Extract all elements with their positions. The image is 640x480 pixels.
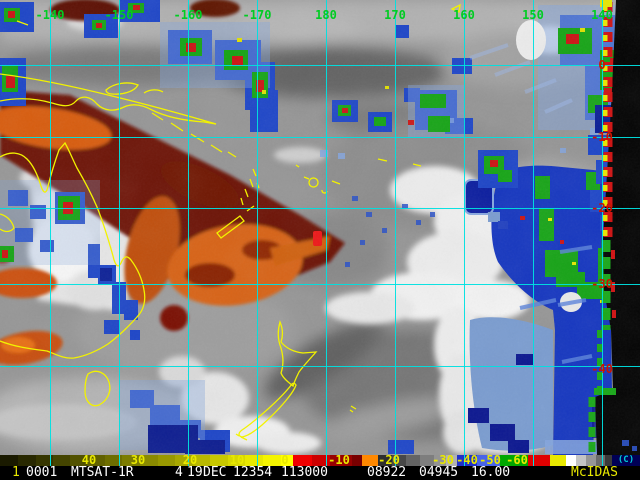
colorbar-segment bbox=[228, 455, 245, 466]
colorbar-segment bbox=[596, 455, 605, 466]
colorbar-segment bbox=[586, 455, 596, 466]
status-bar: 1 0001 MTSAT-1R 4 19 DEC 12354 113000 08922 04945… bbox=[0, 466, 640, 480]
colorbar-temperature-label: -20 bbox=[378, 453, 400, 467]
colorbar-grid-tick bbox=[257, 455, 258, 466]
colorbar-segment bbox=[263, 455, 281, 466]
colorbar-segment bbox=[378, 455, 392, 466]
coast-png-south bbox=[0, 96, 217, 125]
colorbar-segment bbox=[457, 455, 477, 466]
status-token: 19 bbox=[187, 465, 203, 480]
colorbar-grid-tick bbox=[50, 455, 51, 466]
status-token: 08922 bbox=[367, 465, 407, 480]
colorbar-segment bbox=[0, 455, 18, 466]
coast-fiji bbox=[303, 176, 341, 194]
colorbar-segment bbox=[158, 455, 175, 466]
coast-australia bbox=[0, 141, 146, 359]
satellite-image[interactable]: -140 -150 -160 -170 180 170 160 150 140 0 -10 -20 -3… bbox=[0, 0, 640, 455]
colorbar-temperature-label: 0 bbox=[281, 453, 289, 467]
colorbar-segment bbox=[140, 455, 158, 466]
coast-nt bbox=[0, 213, 15, 233]
copyright-badge: (C) bbox=[612, 455, 640, 466]
colorbar-segment bbox=[420, 455, 434, 466]
colorbar-grid-tick bbox=[533, 455, 534, 466]
temperature-colorbar: (C) 40 30 20 10 0 -10 -20 -30 -40 -50 -60 bbox=[0, 453, 640, 467]
colorbar-temperature-label: 40 bbox=[81, 453, 97, 467]
colorbar-segment bbox=[528, 455, 550, 466]
status-token: 4 bbox=[175, 465, 183, 480]
colorbar-segment bbox=[330, 455, 352, 466]
colorbar-temperature-label: -60 bbox=[506, 453, 528, 467]
colorbar-temperature-label: 30 bbox=[130, 453, 146, 467]
colorbar-segment bbox=[312, 455, 330, 466]
coast-solomons bbox=[151, 112, 237, 158]
coast-png-north bbox=[0, 73, 217, 125]
colorbar-segment bbox=[434, 455, 446, 466]
status-token: 16.00 bbox=[471, 465, 511, 480]
colorbar-temperature-label: 10 bbox=[229, 453, 245, 467]
colorbar-temperature-label: -30 bbox=[432, 453, 454, 467]
colorbar-temperature-label: -50 bbox=[479, 453, 501, 467]
colorbar-segment bbox=[352, 455, 362, 466]
colorbar-segment bbox=[566, 455, 576, 466]
colorbar-segment bbox=[193, 455, 210, 466]
colorbar-segment bbox=[576, 455, 586, 466]
colorbar-segment bbox=[245, 455, 263, 466]
status-token: McIDAS bbox=[571, 465, 618, 480]
colorbar-grid-tick bbox=[464, 455, 465, 466]
coast-nz-north-island bbox=[277, 320, 318, 388]
colorbar-segment bbox=[175, 455, 193, 466]
colorbar-segment bbox=[362, 455, 378, 466]
colorbar-temperature-label: -10 bbox=[328, 453, 350, 467]
colorbar-segment bbox=[446, 455, 457, 466]
colorbar-grid-tick bbox=[395, 455, 396, 466]
colorbar-segment bbox=[53, 455, 70, 466]
colorbar-segment bbox=[36, 455, 53, 466]
colorbar-grid-tick bbox=[119, 455, 120, 466]
colorbar-grid-tick bbox=[602, 455, 603, 466]
colorbar-grid-tick bbox=[326, 455, 327, 466]
colorbar-segment bbox=[550, 455, 566, 466]
status-token: 113000 bbox=[281, 465, 328, 480]
colorbar-temperature-label: -40 bbox=[456, 453, 478, 467]
status-token: 0001 bbox=[26, 465, 58, 480]
coast-small-islands bbox=[16, 3, 461, 168]
coast-stewart-chatham bbox=[235, 405, 357, 441]
colorbar-segment bbox=[500, 455, 528, 466]
colorbar-grid-tick bbox=[188, 455, 189, 466]
colorbar-temperature-label: 20 bbox=[182, 453, 198, 467]
colorbar-segment bbox=[18, 455, 36, 466]
satellite-cloud-art bbox=[0, 0, 640, 455]
colorbar-segment bbox=[210, 455, 228, 466]
colorbar-segment bbox=[281, 455, 293, 466]
coast-nz-south-island bbox=[238, 382, 297, 438]
coast-vanuatu bbox=[240, 168, 260, 206]
coast-tasmania bbox=[84, 370, 111, 407]
colorbar-segment bbox=[477, 455, 500, 466]
colorbar-segment bbox=[293, 455, 312, 466]
status-token: 04945 bbox=[419, 465, 459, 480]
colorbar-segment bbox=[70, 455, 87, 466]
coast-new-britain bbox=[105, 82, 164, 95]
colorbar-segment bbox=[105, 455, 122, 466]
colorbar-segment bbox=[406, 455, 420, 466]
status-token: DEC bbox=[203, 465, 227, 480]
status-token: 12354 bbox=[233, 465, 273, 480]
status-token: MTSAT-1R bbox=[71, 465, 134, 480]
colorbar-segment bbox=[122, 455, 140, 466]
colorbar-segment bbox=[392, 455, 406, 466]
status-token: 1 bbox=[12, 465, 20, 480]
cloud-grain-texture bbox=[0, 0, 640, 455]
copyright-text: (C) bbox=[617, 455, 635, 465]
colorbar-segment bbox=[605, 455, 612, 466]
coastlines bbox=[0, 3, 461, 441]
colorbar-segment bbox=[87, 455, 105, 466]
